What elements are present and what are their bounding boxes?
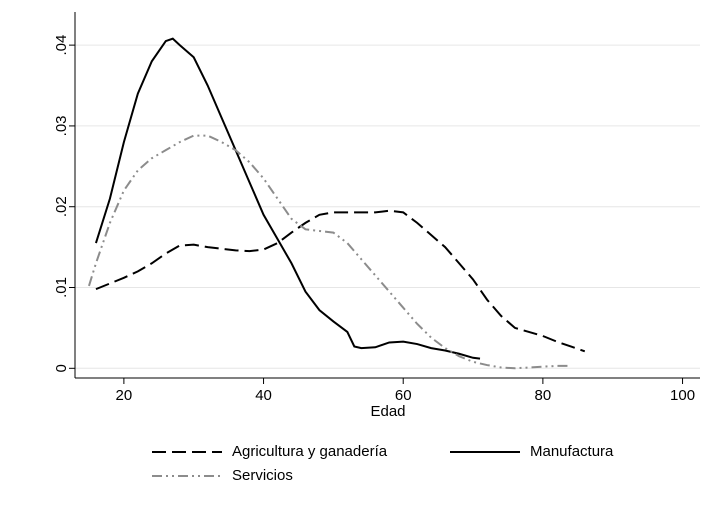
series-line bbox=[94, 37, 481, 360]
y-tick-label: .01 bbox=[53, 277, 70, 298]
legend-label: Servicios bbox=[232, 467, 293, 484]
x-tick-label: 40 bbox=[255, 387, 272, 404]
x-tick-label: 20 bbox=[116, 387, 133, 404]
x-tick-label: 100 bbox=[670, 387, 695, 404]
x-tick-label: 80 bbox=[535, 387, 552, 404]
series-line bbox=[95, 209, 586, 353]
y-tick-label: .02 bbox=[53, 196, 70, 217]
legend-label: Manufactura bbox=[530, 443, 614, 460]
y-tick-label: .04 bbox=[53, 35, 70, 56]
series-line bbox=[88, 134, 571, 370]
x-tick-label: 60 bbox=[395, 387, 412, 404]
y-tick-label: 0 bbox=[53, 364, 70, 372]
x-axis-label: Edad bbox=[370, 403, 405, 420]
y-tick-label: .03 bbox=[53, 115, 70, 136]
legend-label: Agricultura y ganadería bbox=[232, 443, 388, 460]
